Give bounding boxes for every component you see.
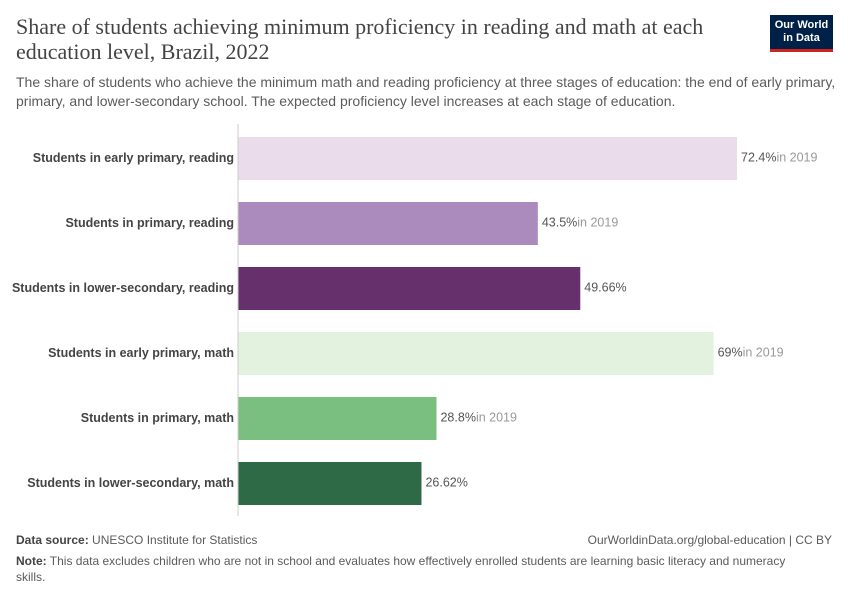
bar — [238, 397, 437, 440]
chart: Students in early primary, reading 72.4%i… — [12, 124, 818, 516]
annotation: in 2019 — [577, 216, 618, 230]
y-tick-label: Students in lower-secondary, reading — [12, 281, 234, 295]
y-tick-label: Students in early primary, reading — [33, 151, 234, 165]
value-label-group: 69%in 2019 — [718, 346, 784, 360]
value-label-group: 43.5%in 2019 — [542, 216, 619, 230]
chart-subtitle: The share of students who achieve the mi… — [16, 74, 836, 109]
url[interactable]: OurWorldinData.org/global-education | CC… — [587, 533, 832, 547]
source-text: UNESCO Institute for Statistics — [92, 533, 258, 547]
value-label: 26.62% — [425, 476, 467, 490]
annotation: in 2019 — [476, 411, 517, 425]
bar — [238, 137, 737, 180]
logo[interactable]: Our World in Data — [770, 15, 833, 52]
logo-line: Our World — [774, 19, 829, 31]
note-label: Note: — [16, 554, 47, 568]
bar — [238, 462, 422, 505]
value-label-group: 28.8%in 2019 — [440, 411, 517, 425]
annotation: in 2019 — [776, 151, 817, 165]
y-tick-label: Students in lower-secondary, math — [27, 476, 234, 490]
value-label: 72.4% — [741, 151, 776, 165]
note-text: This data excludes children who are not … — [16, 554, 786, 584]
value-label: 69% — [718, 346, 743, 360]
annotation: in 2019 — [743, 346, 784, 360]
bar — [238, 267, 581, 310]
source-label: Data source: — [16, 533, 89, 547]
value-label: 28.8% — [440, 411, 475, 425]
value-label-group: 72.4%in 2019 — [741, 151, 818, 165]
chart-title: Share of students achieving minimum prof… — [16, 14, 704, 64]
value-label-group: 26.62% — [425, 476, 467, 490]
source: Data source: UNESCO Institute for Statis… — [16, 532, 257, 548]
bar — [238, 332, 714, 375]
value-label-group: 49.66% — [584, 281, 626, 295]
note: Note: This data excludes children who ar… — [16, 553, 816, 585]
y-tick-label: Students in primary, math — [81, 411, 234, 425]
value-label: 49.66% — [584, 281, 626, 295]
bar — [238, 202, 538, 245]
y-tick-label: Students in early primary, math — [48, 346, 234, 360]
logo-line: in Data — [783, 32, 820, 44]
y-tick-label: Students in primary, reading — [65, 216, 234, 230]
value-label: 43.5% — [542, 216, 577, 230]
